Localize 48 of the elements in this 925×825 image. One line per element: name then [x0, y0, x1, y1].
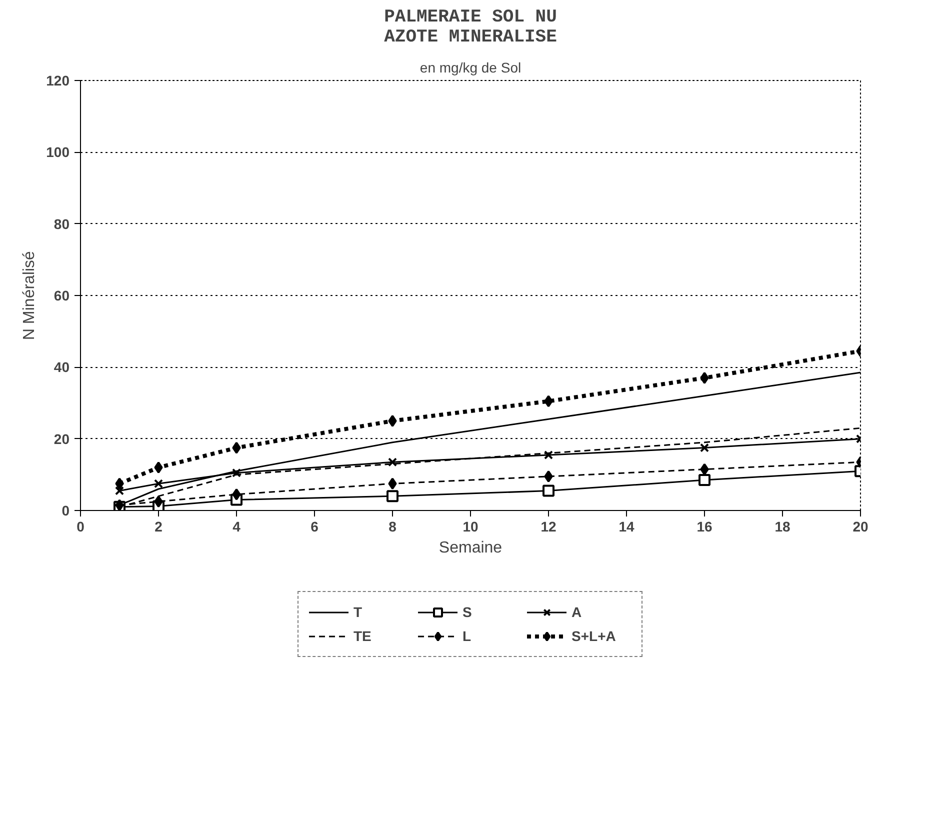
point: [542, 484, 554, 497]
y-tick-label: 120: [46, 72, 70, 88]
x-tick-label: 4: [232, 518, 241, 534]
x-tick-label: 6: [310, 518, 319, 534]
x-tick-label: 10: [462, 518, 478, 534]
point: [232, 488, 241, 500]
point: [700, 463, 709, 476]
x-tick-label: 14: [618, 518, 634, 534]
x-tick-label: 16: [696, 518, 712, 534]
point: [154, 496, 163, 508]
x-tick-label: 8: [388, 518, 397, 534]
legend-label: L: [462, 628, 472, 644]
legend-label: T: [354, 604, 364, 620]
point: [544, 450, 554, 460]
y-tick-label: 60: [54, 288, 70, 304]
point: [544, 470, 553, 482]
x-tick-label: 2: [154, 518, 163, 534]
point: [115, 478, 124, 490]
point: [544, 395, 553, 408]
point: [698, 474, 710, 486]
y-tick-label: 20: [54, 430, 70, 447]
y-tick-label: 100: [46, 144, 70, 160]
y-tick-label: 0: [62, 502, 70, 518]
y-axis-title: N Minéralisé: [21, 250, 38, 340]
point: [114, 486, 124, 496]
x-tick-label: 20: [852, 518, 868, 534]
point: [386, 490, 398, 502]
x-tick-label: 0: [76, 518, 85, 534]
point: [232, 468, 242, 478]
legend-label: S+L+A: [572, 628, 617, 644]
point: [388, 478, 397, 490]
point: [700, 443, 710, 452]
legend-label: TE: [354, 628, 372, 644]
point: [388, 414, 397, 427]
legend-label: S: [462, 604, 473, 620]
point: [232, 442, 241, 454]
x-tick-label: 12: [540, 518, 556, 534]
point: [700, 372, 709, 384]
x-tick-label: 18: [774, 518, 790, 534]
y-tick-label: 40: [54, 359, 70, 376]
chart-subtitle: en mg/kg de Sol: [420, 60, 522, 76]
y-tick-label: 80: [54, 216, 70, 232]
point: [388, 458, 398, 467]
point: [154, 462, 163, 474]
chart-title: PALMERAIE SOL NU AZOTE MINERALISE: [384, 8, 558, 48]
legend-label: A: [572, 604, 583, 620]
x-axis-title: Semaine: [438, 540, 502, 556]
point: [154, 479, 164, 488]
